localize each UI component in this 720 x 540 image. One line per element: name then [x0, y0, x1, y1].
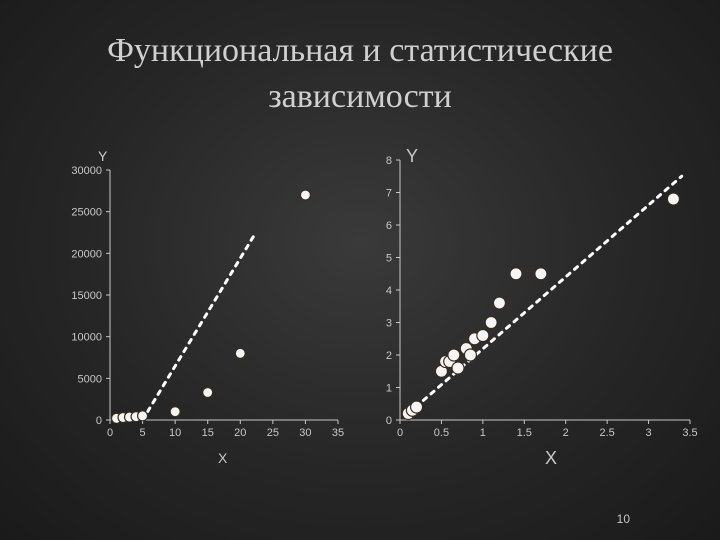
svg-text:3.5: 3.5 — [682, 427, 697, 439]
svg-text:30000: 30000 — [71, 165, 102, 177]
page-number: 10 — [617, 512, 630, 526]
title-line-2: зависимости — [268, 78, 452, 115]
svg-text:35: 35 — [332, 427, 344, 439]
svg-text:3: 3 — [646, 427, 652, 439]
left-x-axis-title: X — [218, 450, 227, 466]
svg-text:10000: 10000 — [71, 332, 102, 344]
svg-text:7: 7 — [386, 188, 392, 200]
svg-text:2.5: 2.5 — [599, 427, 614, 439]
svg-text:5: 5 — [386, 253, 392, 265]
svg-text:0: 0 — [107, 427, 113, 439]
scatter-chart-left: Y 0 5000 10000 15000 20000 25000 30000 0 5 10 15 20… — [48, 150, 348, 470]
svg-text:2: 2 — [386, 350, 392, 362]
svg-text:0: 0 — [386, 415, 392, 427]
svg-text:5: 5 — [140, 427, 146, 439]
left-y-axis-title: Y — [98, 148, 107, 164]
svg-text:1: 1 — [386, 383, 392, 395]
scatter-chart-right: Y 01234567800.511.522.533.5 X — [370, 150, 700, 470]
svg-text:1.5: 1.5 — [517, 427, 532, 439]
title-line-1: Функциональная и статистические — [107, 32, 613, 69]
right-y-axis-title: Y — [406, 146, 418, 167]
svg-text:10: 10 — [169, 427, 181, 439]
svg-text:3: 3 — [386, 318, 392, 330]
svg-text:15: 15 — [202, 427, 214, 439]
svg-text:1: 1 — [480, 427, 486, 439]
svg-text:25000: 25000 — [71, 207, 102, 219]
svg-text:6: 6 — [386, 220, 392, 232]
svg-text:15000: 15000 — [71, 290, 102, 302]
svg-text:0.5: 0.5 — [434, 427, 449, 439]
svg-text:25: 25 — [267, 427, 279, 439]
right-x-axis-title: X — [545, 448, 557, 469]
svg-text:2: 2 — [563, 427, 569, 439]
svg-text:20: 20 — [234, 427, 246, 439]
svg-text:5000: 5000 — [78, 373, 102, 385]
right-chart-svg: 0 1 2 3 4 5 6 7 8 0 0.5 1 1.5 2 2.5 3 3.5 — [370, 150, 700, 450]
svg-text:20000: 20000 — [71, 248, 102, 260]
svg-text:0: 0 — [96, 415, 102, 427]
svg-text:4: 4 — [386, 285, 392, 297]
slide-title: Функциональная и статистические зависимо… — [0, 28, 720, 120]
svg-text:30: 30 — [299, 427, 311, 439]
svg-text:8: 8 — [386, 155, 392, 167]
left-chart-svg: 0 5000 10000 15000 20000 25000 30000 0 5 10 15 20 25… — [48, 150, 348, 450]
svg-text:0: 0 — [397, 427, 403, 439]
